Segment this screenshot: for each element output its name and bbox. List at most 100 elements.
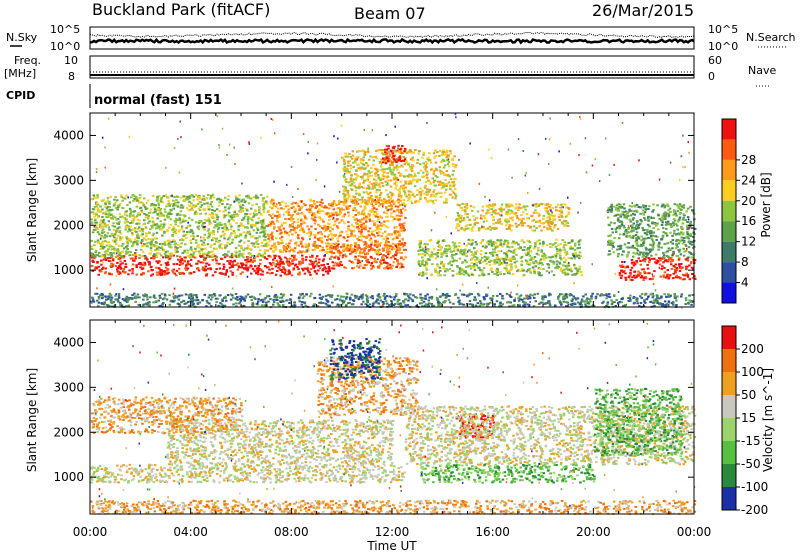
power-cell [403,158,407,161]
power-cell [286,210,289,213]
power-cell [210,231,213,234]
nsky-label: N.Sky [6,31,38,44]
power-cell [562,256,566,259]
power-cell [176,255,179,258]
power-cell [133,210,137,213]
power-cell [489,251,492,254]
power-cell [398,204,402,207]
power-cell [256,239,259,242]
power-cell [214,271,217,274]
power-cell [313,248,317,251]
power-cell [368,171,372,174]
power-cell [558,213,561,216]
power-cell [292,267,295,270]
power-cell [242,256,245,259]
power-cell [404,180,407,183]
power-cell [364,200,368,203]
power-cell [442,263,446,266]
power-cell [532,261,535,264]
power-cell [644,276,647,279]
power-cell [430,253,433,256]
power-cell [206,252,209,255]
power-cell [147,260,150,263]
power-cell [361,210,364,213]
power-cell [358,198,361,201]
power-cell [346,244,349,247]
power-cell [358,187,361,190]
power-cell [354,189,358,192]
power-cell [212,253,215,256]
freq-label-line1: Freq. [14,54,41,67]
power-cell [351,154,355,157]
power-cell [643,232,647,235]
power-cell [374,168,377,171]
power-cell [231,273,234,276]
power-cell [396,260,400,263]
power-cell [443,185,446,188]
power-cell [683,274,686,277]
power-cell [382,249,385,252]
power-cell [353,218,357,221]
power-cell [617,217,620,220]
power-cell [395,235,399,238]
power-cell [401,237,404,240]
power-cell [365,263,368,266]
power-cell [220,243,223,246]
power-cell [650,238,654,241]
power-cell [674,270,677,273]
power-cell [328,223,331,226]
power-cell [347,225,350,228]
power-cell [267,234,270,236]
power-cell [289,216,293,219]
power-cell [459,206,463,209]
power-cell [281,241,284,244]
power-cell [578,267,581,270]
power-cell [540,274,543,277]
power-cell [117,244,121,247]
power-cell [663,259,667,262]
power-cell [526,262,529,264]
power-cell [118,220,121,223]
power-cell [416,193,419,196]
power-cell [184,242,187,245]
power-cell [342,245,346,248]
power-cell [163,230,166,233]
power-cell [265,225,268,228]
power-cell [337,251,340,254]
power-cell [447,165,451,168]
power-cell [113,198,116,201]
power-cell [364,256,367,259]
power-cell [649,217,653,219]
power-cell [689,262,693,265]
power-cell [292,221,296,223]
power-cell [218,221,222,224]
power-cell [552,261,556,264]
power-cell [383,244,387,247]
power-cell [447,174,450,176]
power-cell [168,204,171,207]
power-cell [527,217,530,220]
power-cell [194,211,197,214]
power-cell [563,261,566,264]
power-cell [362,191,366,194]
power-cell [181,252,184,255]
power-cell [396,168,399,171]
power-cell [398,234,401,237]
power-cell [492,241,495,243]
power-cell [407,182,411,185]
power-cell [314,203,317,206]
power-cell [365,244,368,247]
power-cell [392,155,395,158]
power-cell [264,249,267,252]
power-cell [660,224,664,226]
power-cell [400,196,403,199]
nsearch-label: N.Search [746,31,796,44]
power-cell [623,216,626,219]
power-cell [278,255,281,258]
power-cell [241,219,244,222]
power-cell [105,215,108,218]
power-cell [447,244,451,247]
power-cell [156,273,159,276]
power-cell [431,263,434,266]
power-cell [309,199,313,202]
